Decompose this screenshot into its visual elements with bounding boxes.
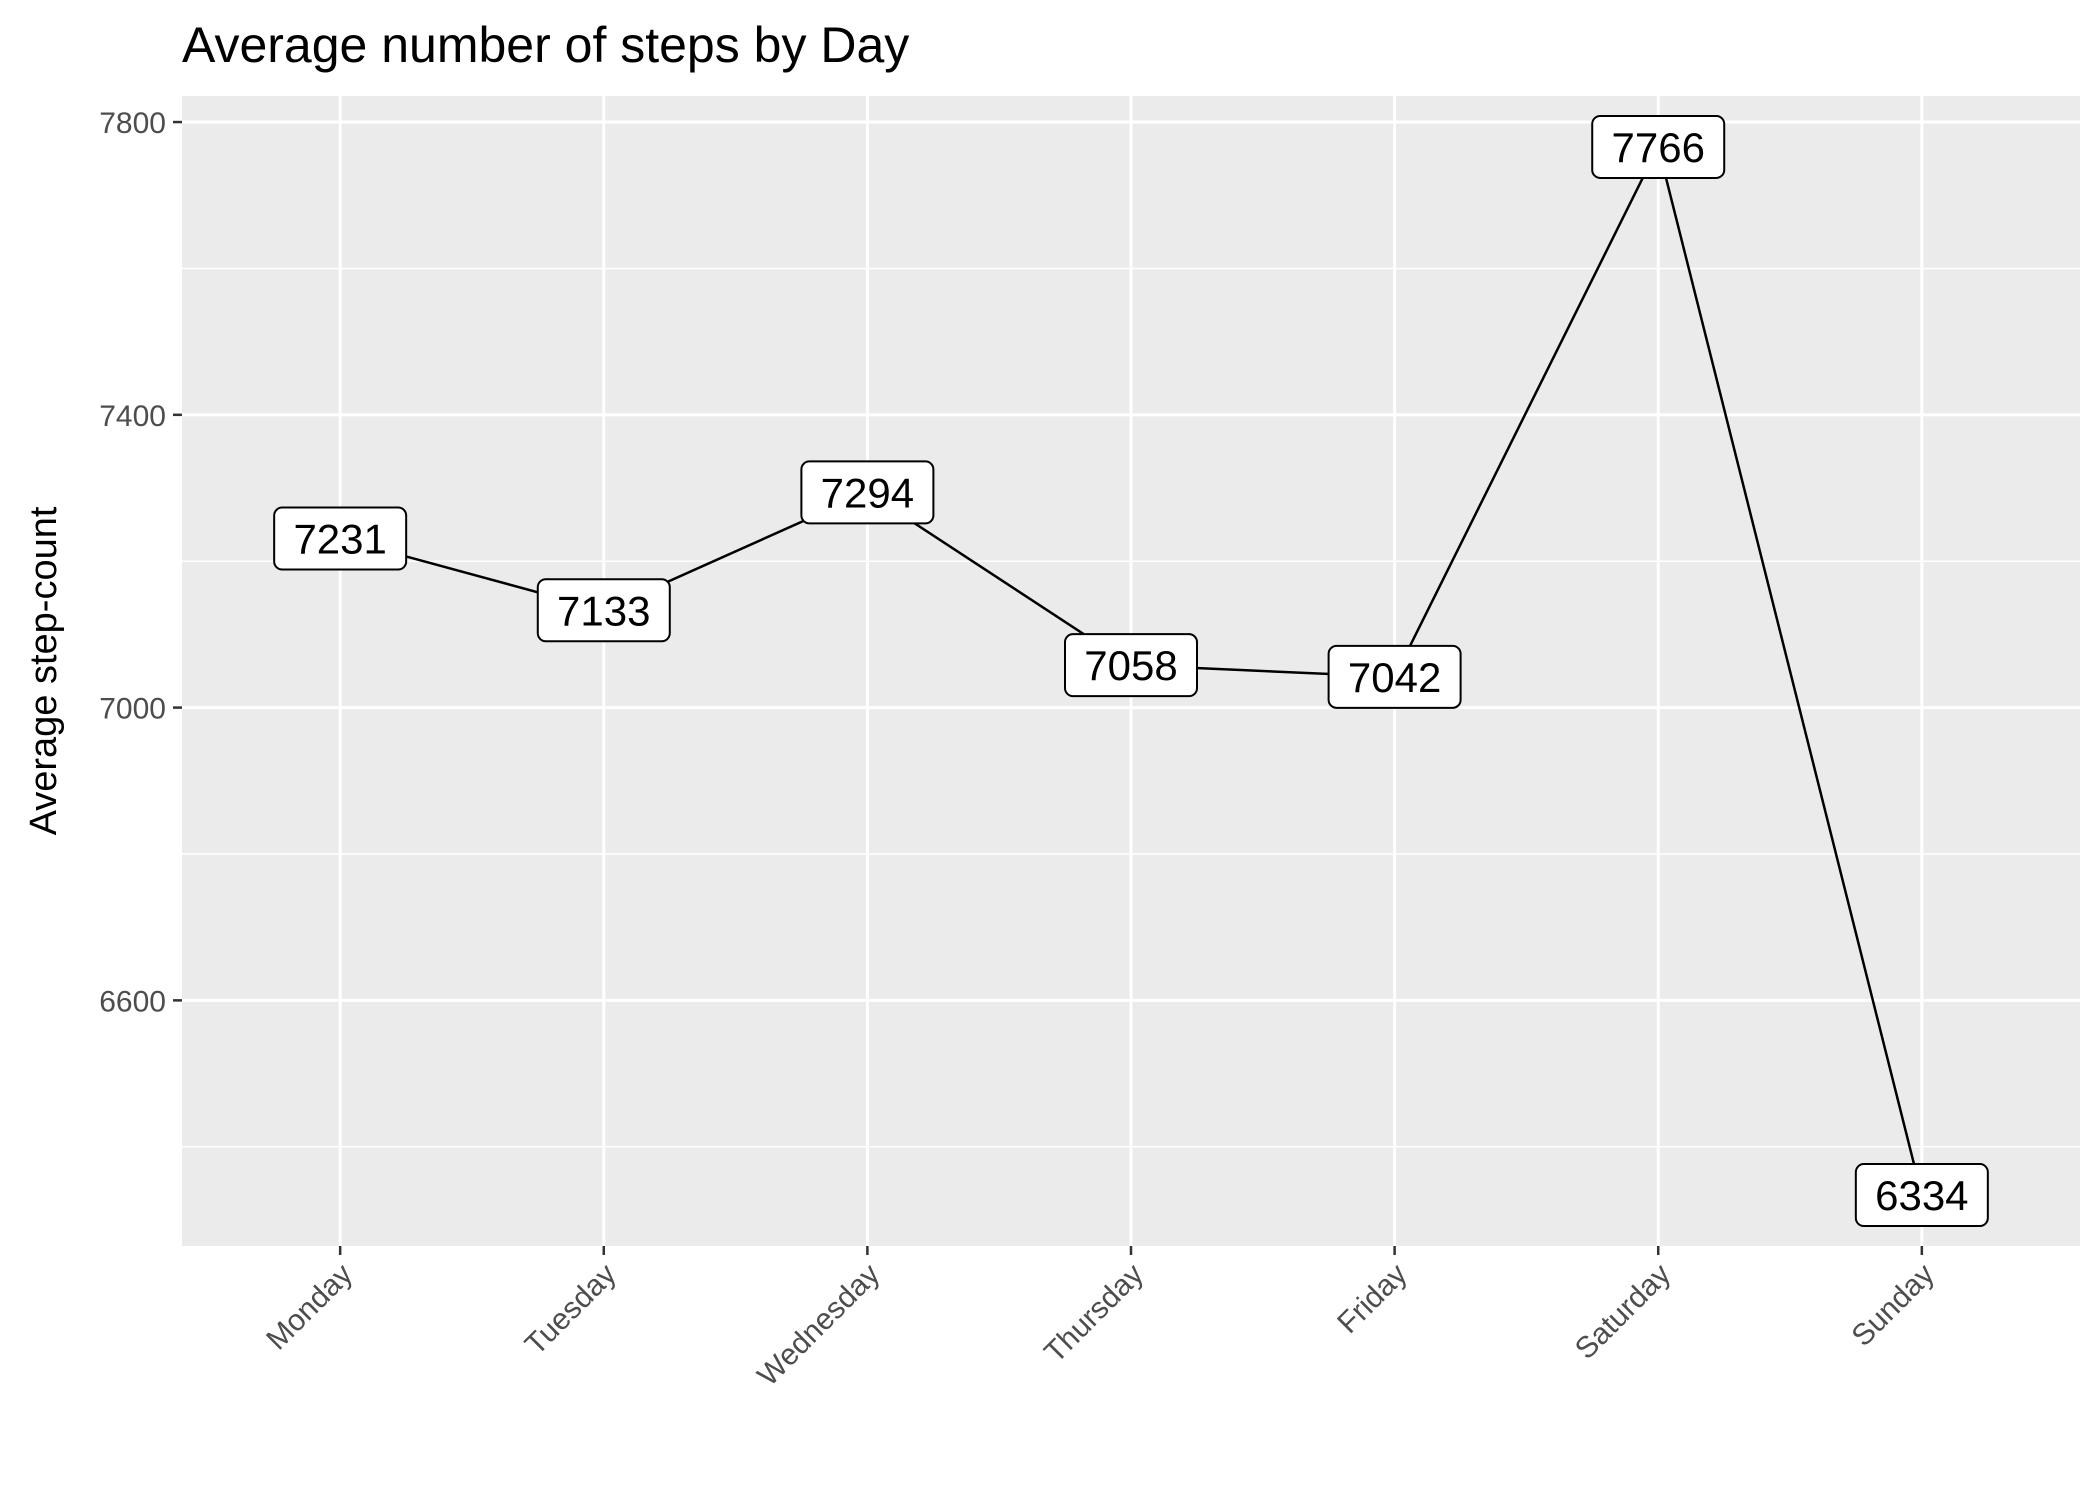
data-label-text: 7133 (557, 587, 650, 634)
data-labels: 7231 7133 7294 7058 7042 7766 6334 (273, 114, 1989, 1228)
data-label: 7231 (273, 506, 408, 571)
y-tick-label: 7000 (99, 693, 166, 726)
data-label-box (1064, 633, 1198, 698)
data-label-text: 7058 (1084, 642, 1177, 689)
data-label-text: 6334 (1875, 1172, 1968, 1219)
y-tick-label: 7400 (99, 400, 166, 433)
data-label-box (1327, 644, 1462, 709)
data-label: 7766 (1591, 114, 1726, 179)
x-tick-label: Sunday (1846, 1258, 1941, 1353)
x-tick-label: Friday (1331, 1258, 1413, 1340)
y-tick-label: 7800 (99, 107, 166, 140)
data-label-text: 7294 (821, 469, 914, 516)
data-label: 7058 (1064, 633, 1198, 698)
chart-title: Average number of steps by Day (182, 17, 909, 73)
data-label: 6334 (1854, 1163, 1989, 1228)
major-gridlines (182, 96, 2080, 1246)
data-label: 7133 (536, 578, 671, 643)
x-tick-label: Thursday (1038, 1258, 1150, 1370)
x-tick-label: Saturday (1569, 1258, 1677, 1366)
data-label-box (273, 506, 408, 571)
data-label-box (536, 578, 671, 643)
data-label: 7042 (1327, 644, 1462, 709)
data-label-text: 7766 (1612, 124, 1705, 171)
data-label: 7294 (800, 460, 935, 525)
data-label-box (800, 460, 935, 525)
x-tick-label: Wednesday (751, 1258, 886, 1393)
x-axis: Monday Tuesday Wednesday Thursday Friday Satu… (260, 1246, 1941, 1393)
y-axis: 6600 7000 7400 7800 (99, 107, 182, 1018)
data-label-text: 7231 (293, 516, 386, 563)
data-label-box (1854, 1163, 1989, 1228)
data-label-box (1591, 114, 1726, 179)
y-axis-title: Average step-count (23, 506, 65, 835)
x-tick-label: Monday (260, 1258, 359, 1357)
x-tick-label: Tuesday (519, 1258, 623, 1362)
y-tick-label: 6600 (99, 985, 166, 1018)
data-label-text: 7042 (1348, 654, 1441, 701)
